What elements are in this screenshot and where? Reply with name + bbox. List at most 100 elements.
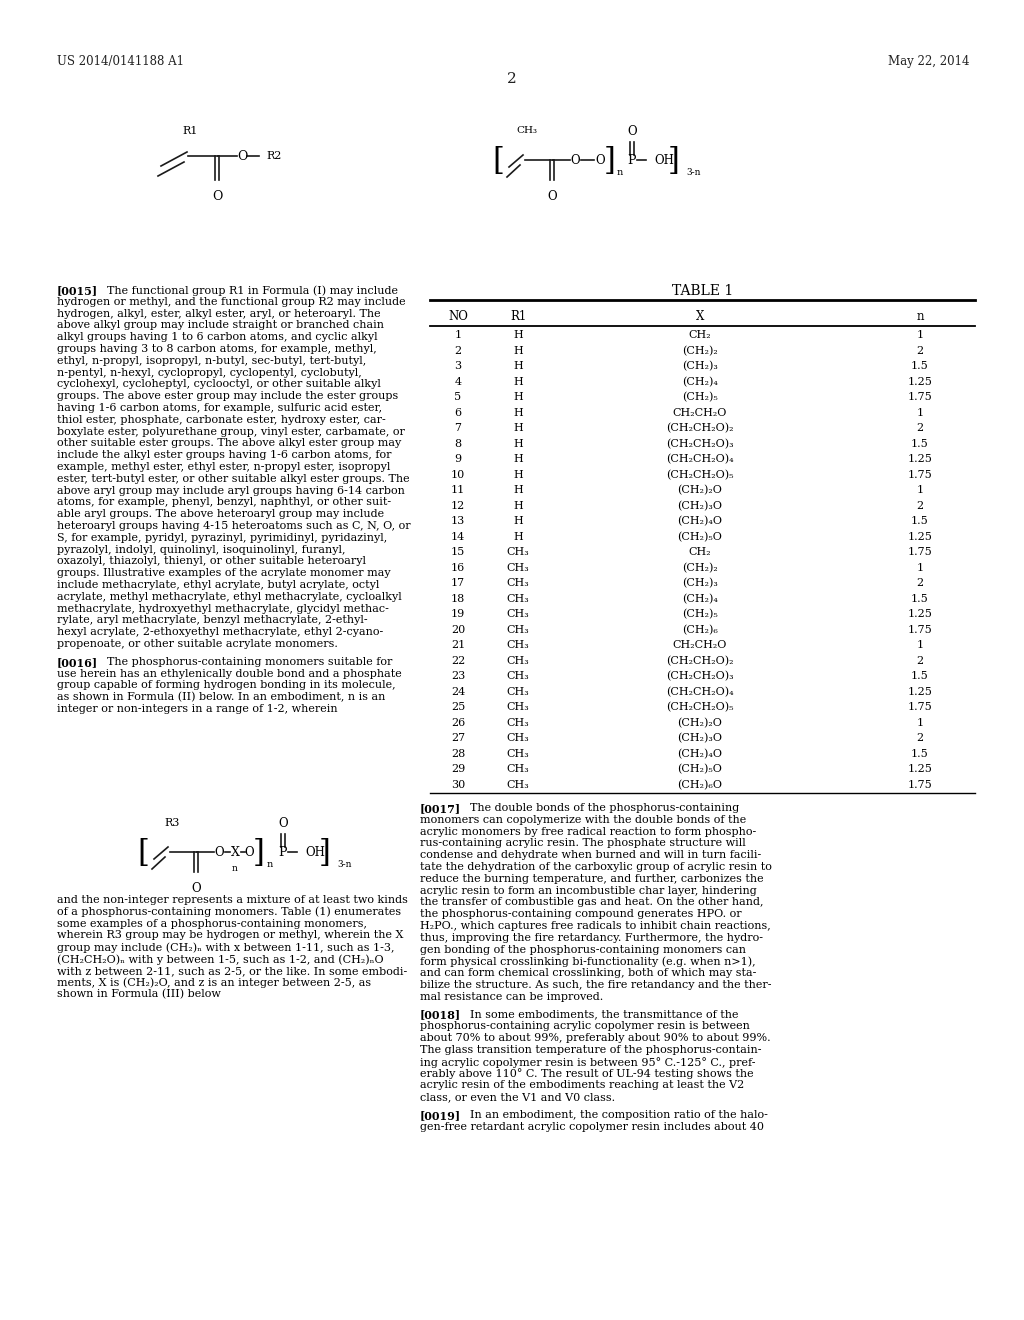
Text: (CH₂CH₂O)₂: (CH₂CH₂O)₂ xyxy=(667,424,734,433)
Text: n: n xyxy=(267,861,273,869)
Text: O: O xyxy=(191,882,201,895)
Text: 1.5: 1.5 xyxy=(911,594,929,603)
Text: gen-free retardant acrylic copolymer resin includes about 40: gen-free retardant acrylic copolymer res… xyxy=(420,1122,764,1131)
Text: acrylic resin to form an incombustible char layer, hindering: acrylic resin to form an incombustible c… xyxy=(420,886,757,895)
Text: mal resistance can be improved.: mal resistance can be improved. xyxy=(420,991,603,1002)
Text: 1.75: 1.75 xyxy=(907,780,933,789)
Text: 9: 9 xyxy=(455,454,462,465)
Text: monomers can copolymerize with the double bonds of the: monomers can copolymerize with the doubl… xyxy=(420,814,746,825)
Text: 19: 19 xyxy=(451,610,465,619)
Text: CH₂CH₂O: CH₂CH₂O xyxy=(673,640,727,651)
Text: 10: 10 xyxy=(451,470,465,479)
Text: [: [ xyxy=(493,147,504,177)
Text: 15: 15 xyxy=(451,548,465,557)
Text: 6: 6 xyxy=(455,408,462,418)
Text: hydrogen, alkyl, ester, alkyl ester, aryl, or heteroaryl. The: hydrogen, alkyl, ester, alkyl ester, ary… xyxy=(57,309,381,318)
Text: some examples of a phosphorus-containing monomers,: some examples of a phosphorus-containing… xyxy=(57,919,367,928)
Text: 16: 16 xyxy=(451,562,465,573)
Text: example, methyl ester, ethyl ester, n-propyl ester, isopropyl: example, methyl ester, ethyl ester, n-pr… xyxy=(57,462,390,473)
Text: CH₃: CH₃ xyxy=(507,686,529,697)
Text: CH₃: CH₃ xyxy=(507,734,529,743)
Text: shown in Formula (III) below: shown in Formula (III) below xyxy=(57,990,221,999)
Text: CH₃: CH₃ xyxy=(507,780,529,789)
Text: CH₃: CH₃ xyxy=(516,125,538,135)
Text: n-pentyl, n-hexyl, cyclopropyl, cyclopentyl, cyclobutyl,: n-pentyl, n-hexyl, cyclopropyl, cyclopen… xyxy=(57,367,361,378)
Text: acrylic monomers by free radical reaction to form phospho-: acrylic monomers by free radical reactio… xyxy=(420,826,757,837)
Text: OH: OH xyxy=(654,153,674,166)
Text: 1.75: 1.75 xyxy=(907,470,933,479)
Text: (CH₂)₅O: (CH₂)₅O xyxy=(678,764,723,775)
Text: (CH₂)₃: (CH₂)₃ xyxy=(682,362,718,371)
Text: (CH₂CH₂O)₅: (CH₂CH₂O)₅ xyxy=(667,702,734,713)
Text: 1.5: 1.5 xyxy=(911,438,929,449)
Text: 27: 27 xyxy=(451,734,465,743)
Text: 1: 1 xyxy=(916,718,924,727)
Text: The phosphorus-containing monomers suitable for: The phosphorus-containing monomers suita… xyxy=(106,657,392,667)
Text: form physical crosslinking bi-functionality (e.g. when n>1),: form physical crosslinking bi-functional… xyxy=(420,957,756,968)
Text: In some embodiments, the transmittance of the: In some embodiments, the transmittance o… xyxy=(470,1010,738,1019)
Text: 12: 12 xyxy=(451,500,465,511)
Text: CH₂: CH₂ xyxy=(689,548,712,557)
Text: CH₂: CH₂ xyxy=(689,330,712,341)
Text: May 22, 2014: May 22, 2014 xyxy=(889,55,970,69)
Text: and the non-integer represents a mixture of at least two kinds: and the non-integer represents a mixture… xyxy=(57,895,408,906)
Text: able aryl groups. The above heteroaryl group may include: able aryl groups. The above heteroaryl g… xyxy=(57,510,384,519)
Text: (CH₂CH₂O)₄: (CH₂CH₂O)₄ xyxy=(667,454,734,465)
Text: 1.75: 1.75 xyxy=(907,702,933,713)
Text: boxylate ester, polyurethane group, vinyl ester, carbamate, or: boxylate ester, polyurethane group, viny… xyxy=(57,426,404,437)
Text: (CH₂CH₂O)₅: (CH₂CH₂O)₅ xyxy=(667,470,734,480)
Text: 3-n: 3-n xyxy=(686,168,700,177)
Text: 7: 7 xyxy=(455,424,462,433)
Text: (CH₂CH₂O)₄: (CH₂CH₂O)₄ xyxy=(667,686,734,697)
Text: CH₃: CH₃ xyxy=(507,578,529,589)
Text: 1.25: 1.25 xyxy=(907,376,933,387)
Text: hexyl acrylate, 2-ethoxyethyl methacrylate, ethyl 2-cyano-: hexyl acrylate, 2-ethoxyethyl methacryla… xyxy=(57,627,383,638)
Text: (CH₂)₅O: (CH₂)₅O xyxy=(678,532,723,543)
Text: O: O xyxy=(547,190,557,203)
Text: O: O xyxy=(214,846,224,858)
Text: O: O xyxy=(212,190,222,203)
Text: 18: 18 xyxy=(451,594,465,603)
Text: the transfer of combustible gas and heat. On the other hand,: the transfer of combustible gas and heat… xyxy=(420,898,764,907)
Text: ]: ] xyxy=(319,838,331,869)
Text: and can form chemical crosslinking, both of which may sta-: and can form chemical crosslinking, both… xyxy=(420,968,757,978)
Text: (CH₂)₆: (CH₂)₆ xyxy=(682,624,718,635)
Text: ]: ] xyxy=(604,147,616,177)
Text: (CH₂)₄O: (CH₂)₄O xyxy=(678,516,723,527)
Text: CH₃: CH₃ xyxy=(507,640,529,651)
Text: class, or even the V1 and V0 class.: class, or even the V1 and V0 class. xyxy=(420,1092,615,1102)
Text: 26: 26 xyxy=(451,718,465,727)
Text: 1.25: 1.25 xyxy=(907,686,933,697)
Text: 1: 1 xyxy=(916,562,924,573)
Text: 4: 4 xyxy=(455,376,462,387)
Text: use herein has an ethylenically double bond and a phosphate: use herein has an ethylenically double b… xyxy=(57,669,401,678)
Text: rus-containing acrylic resin. The phosphate structure will: rus-containing acrylic resin. The phosph… xyxy=(420,838,745,849)
Text: groups. Illustrative examples of the acrylate monomer may: groups. Illustrative examples of the acr… xyxy=(57,568,390,578)
Text: 11: 11 xyxy=(451,486,465,495)
Text: 1.5: 1.5 xyxy=(911,748,929,759)
Text: cyclohexyl, cycloheptyl, cyclooctyl, or other suitable alkyl: cyclohexyl, cycloheptyl, cyclooctyl, or … xyxy=(57,379,381,389)
Text: other suitable ester groups. The above alkyl ester group may: other suitable ester groups. The above a… xyxy=(57,438,401,449)
Text: (CH₂)₄: (CH₂)₄ xyxy=(682,594,718,605)
Text: CH₃: CH₃ xyxy=(507,562,529,573)
Text: [0018]: [0018] xyxy=(420,1010,461,1020)
Text: 1.5: 1.5 xyxy=(911,362,929,371)
Text: [0019]: [0019] xyxy=(420,1110,461,1121)
Text: 29: 29 xyxy=(451,764,465,775)
Text: 3: 3 xyxy=(455,362,462,371)
Text: groups. The above ester group may include the ester groups: groups. The above ester group may includ… xyxy=(57,391,398,401)
Text: (CH₂CH₂O)₃: (CH₂CH₂O)₃ xyxy=(667,671,734,681)
Text: acrylate, methyl methacrylate, ethyl methacrylate, cycloalkyl: acrylate, methyl methacrylate, ethyl met… xyxy=(57,591,401,602)
Text: H: H xyxy=(513,408,523,418)
Text: of a phosphorus-containing monomers. Table (1) enumerates: of a phosphorus-containing monomers. Tab… xyxy=(57,907,401,917)
Text: as shown in Formula (II) below. In an embodiment, n is an: as shown in Formula (II) below. In an em… xyxy=(57,692,385,702)
Text: 23: 23 xyxy=(451,672,465,681)
Text: ethyl, n-propyl, isopropyl, n-butyl, sec-butyl, tert-butyl,: ethyl, n-propyl, isopropyl, n-butyl, sec… xyxy=(57,356,367,366)
Text: H: H xyxy=(513,346,523,356)
Text: 1.25: 1.25 xyxy=(907,610,933,619)
Text: OH: OH xyxy=(305,846,325,858)
Text: 24: 24 xyxy=(451,686,465,697)
Text: 1.25: 1.25 xyxy=(907,532,933,541)
Text: bilize the structure. As such, the fire retandancy and the ther-: bilize the structure. As such, the fire … xyxy=(420,979,771,990)
Text: 1.25: 1.25 xyxy=(907,764,933,775)
